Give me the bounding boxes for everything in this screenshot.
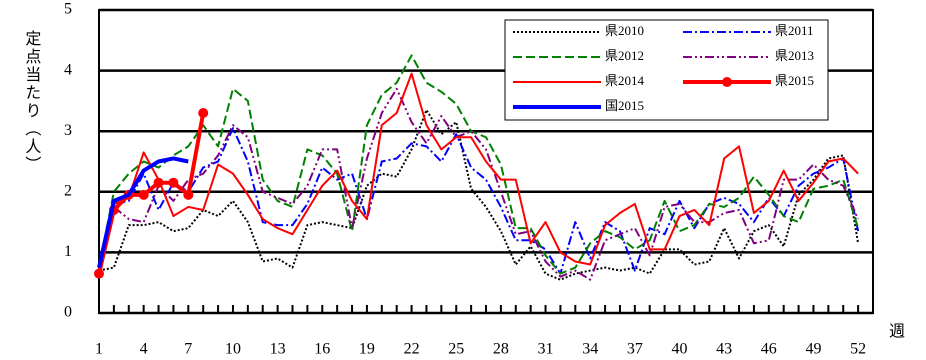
y-tick-label: 5 [64, 1, 72, 18]
y-axis-label: 定点当たり（人） [22, 30, 41, 174]
data-point [153, 177, 164, 188]
data-point [183, 189, 194, 200]
legend-label: 県2012 [605, 48, 644, 63]
y-tick-label: 2 [64, 182, 72, 199]
legend-label: 県2014 [605, 73, 645, 88]
y-tick-label: 1 [64, 243, 72, 260]
series-line [98, 127, 860, 275]
data-point [168, 177, 179, 188]
x-tick-label: 31 [538, 341, 554, 358]
y-tick-label: 0 [64, 304, 72, 321]
x-tick-label: 7 [184, 341, 192, 358]
series-line [98, 108, 860, 281]
legend-label: 県2010 [605, 23, 644, 38]
legend-label: 国2015 [605, 98, 644, 113]
x-tick-label: 40 [672, 341, 688, 358]
x-tick-label: 34 [582, 341, 598, 358]
x-tick-label: 52 [850, 341, 866, 358]
legend-box [504, 19, 829, 121]
x-tick-label: 4 [140, 341, 148, 358]
x-tick-label: 1 [95, 341, 103, 358]
x-tick-label: 37 [627, 341, 643, 358]
x-tick-label: 43 [716, 341, 732, 358]
legend: 県2010 県2011 県2012 県2013 県2014 県2015 国2015 [504, 19, 829, 121]
x-tick-label: 19 [359, 341, 375, 358]
y-tick-label: 3 [64, 122, 72, 139]
y-tick-label: 4 [64, 61, 72, 78]
plot-frame [98, 9, 874, 314]
x-tick-label: 16 [314, 341, 330, 358]
x-tick-label: 46 [761, 341, 777, 358]
x-tick-label: 10 [225, 341, 241, 358]
x-tick-label: 22 [404, 341, 420, 358]
x-axis-label: 週 [889, 323, 905, 341]
data-point [94, 268, 104, 279]
data-point [138, 189, 149, 200]
series-line [98, 72, 859, 274]
x-tick-label: 28 [493, 341, 509, 358]
series-line [98, 54, 860, 275]
x-tick-label: 13 [270, 341, 286, 358]
series-line [97, 156, 189, 268]
x-tick-label: 25 [448, 341, 464, 358]
legend-label: 県2011 [775, 23, 814, 38]
x-tick-label: 49 [805, 341, 821, 358]
series-line [98, 87, 860, 281]
data-point [198, 108, 209, 119]
legend-label: 県2015 [775, 73, 814, 88]
legend-label: 県2013 [775, 48, 814, 63]
legend-marker [722, 77, 732, 87]
